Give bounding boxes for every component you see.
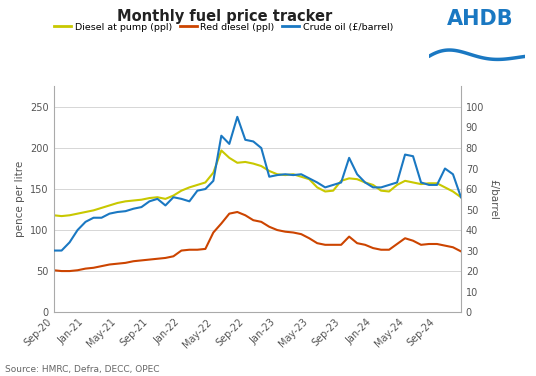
Crude oil (£/barrel): [50, 248, 57, 253]
Diesel at pump (ppl): [314, 185, 321, 190]
Red diesel (ppl): [234, 210, 241, 214]
Diesel at pump (ppl): [50, 213, 57, 218]
Diesel at pump (ppl): [330, 188, 337, 193]
Y-axis label: £/barrel: £/barrel: [488, 179, 498, 220]
Y-axis label: pence per litre: pence per litre: [14, 161, 25, 237]
Crude oil (£/barrel): [234, 115, 241, 119]
Text: Monthly fuel price tracker: Monthly fuel price tracker: [117, 9, 333, 24]
Crude oil (£/barrel): [83, 220, 89, 224]
Red diesel (ppl): [91, 265, 97, 270]
Red diesel (ppl): [202, 247, 209, 251]
Line: Crude oil (£/barrel): Crude oil (£/barrel): [54, 117, 461, 250]
Line: Diesel at pump (ppl): Diesel at pump (ppl): [54, 150, 461, 216]
Crude oil (£/barrel): [194, 188, 200, 193]
Diesel at pump (ppl): [258, 164, 264, 168]
Text: AHDB: AHDB: [446, 9, 513, 29]
Red diesel (ppl): [50, 268, 57, 273]
Diesel at pump (ppl): [58, 214, 65, 218]
Crude oil (£/barrel): [434, 183, 440, 187]
Diesel at pump (ppl): [218, 148, 225, 153]
Crude oil (£/barrel): [306, 176, 312, 180]
Red diesel (ppl): [58, 269, 65, 273]
Red diesel (ppl): [458, 249, 464, 254]
Diesel at pump (ppl): [282, 173, 288, 177]
Crude oil (£/barrel): [458, 195, 464, 200]
Crude oil (£/barrel): [322, 185, 329, 190]
Red diesel (ppl): [314, 241, 321, 246]
Line: Red diesel (ppl): Red diesel (ppl): [54, 212, 461, 271]
Red diesel (ppl): [258, 220, 264, 224]
Red diesel (ppl): [282, 229, 288, 234]
Diesel at pump (ppl): [202, 180, 209, 185]
Diesel at pump (ppl): [458, 195, 464, 200]
Crude oil (£/barrel): [250, 139, 257, 144]
Text: Source: HMRC, Defra, DECC, OPEC: Source: HMRC, Defra, DECC, OPEC: [5, 365, 160, 374]
Legend: Diesel at pump (ppl), Red diesel (ppl), Crude oil (£/barrel): Diesel at pump (ppl), Red diesel (ppl), …: [50, 19, 397, 36]
Red diesel (ppl): [330, 243, 337, 247]
Diesel at pump (ppl): [91, 208, 97, 212]
